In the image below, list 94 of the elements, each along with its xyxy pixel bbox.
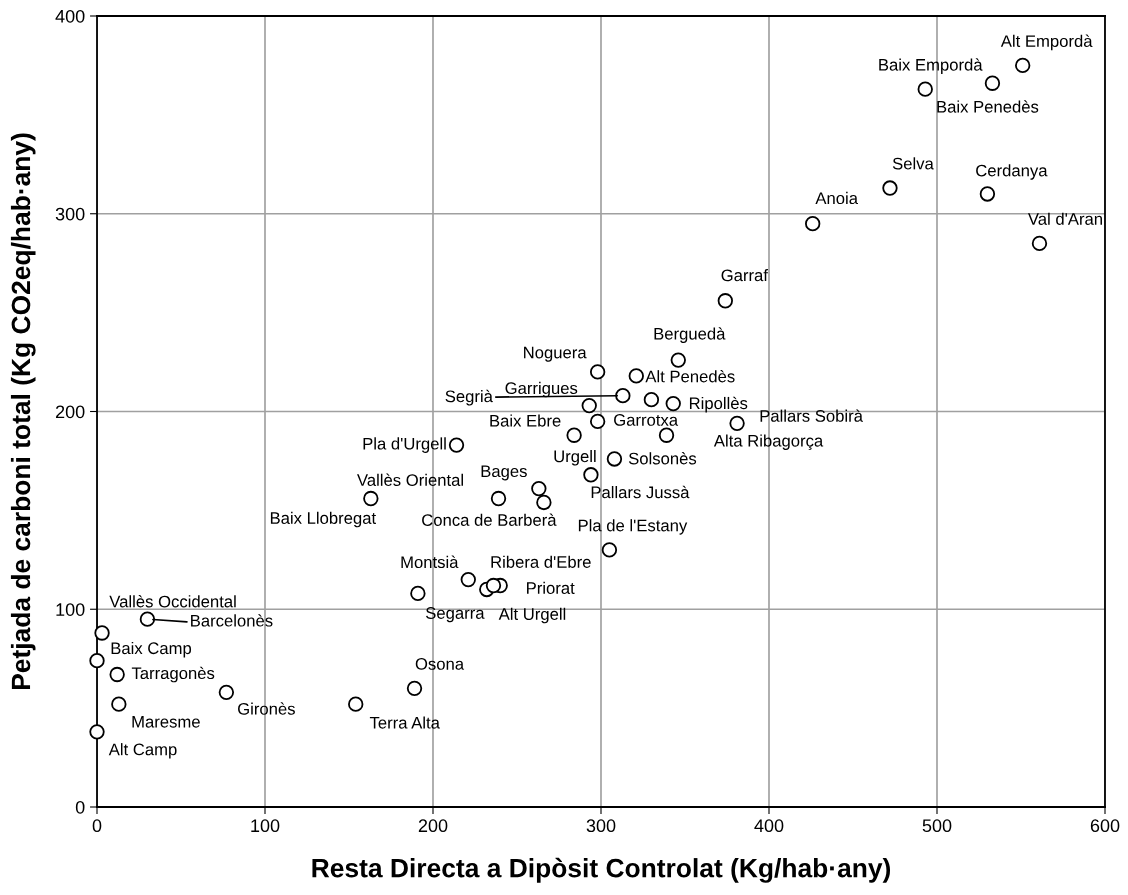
x-tick-label: 400 — [754, 819, 784, 833]
point — [917, 81, 933, 97]
y-tick-label: 300 — [55, 207, 85, 221]
point — [490, 490, 507, 507]
point — [729, 415, 745, 432]
point — [984, 75, 1001, 91]
point — [979, 186, 996, 202]
annotation: Ribera d'Ebre — [491, 555, 591, 568]
x-tick-label: 100 — [251, 819, 280, 833]
annotation: Garrotxa — [614, 414, 679, 426]
x-tick-label: 600 — [1090, 819, 1120, 833]
point — [566, 427, 582, 443]
y-tick-label: 100 — [56, 603, 85, 616]
point — [643, 391, 660, 408]
point — [218, 684, 235, 700]
point — [89, 652, 105, 669]
point — [363, 490, 379, 507]
annotation: Priorat — [527, 581, 575, 594]
point — [717, 293, 733, 309]
annotation: Pla de l'Estany — [578, 519, 688, 535]
point — [89, 724, 105, 740]
point — [589, 364, 606, 380]
point — [460, 571, 476, 588]
annotation: Gironès — [238, 702, 295, 715]
annotation: Selva — [892, 157, 934, 170]
annotation: Alt Penedès — [645, 369, 735, 383]
annotation: Garrigues — [505, 381, 578, 398]
point — [628, 368, 644, 384]
point — [410, 585, 426, 602]
point — [348, 696, 364, 712]
annotation: Alt Empordà — [1000, 34, 1093, 51]
point — [805, 215, 821, 232]
point — [615, 388, 631, 404]
point — [606, 451, 623, 467]
point — [94, 625, 110, 641]
point — [882, 180, 898, 196]
x-axis-title: Resta Directa a Dipòsit Controlat (Kg/hab·any) — [312, 857, 891, 883]
point — [406, 680, 423, 697]
annotation: Solsonès — [628, 452, 697, 465]
x-tick-label: 500 — [922, 819, 952, 833]
annotation: Ripollès — [689, 396, 748, 413]
annotation: Bages — [481, 465, 527, 481]
y-tick-label: 0 — [75, 800, 85, 814]
annotation: Vallès Occidental — [109, 595, 236, 608]
point — [1031, 235, 1048, 252]
y-tick-label: 400 — [55, 9, 85, 23]
point — [109, 666, 125, 683]
annotation: Pallars Jussà — [591, 485, 690, 499]
annotation: Alt Urgell — [498, 607, 566, 624]
annotation: Tarragonès — [131, 666, 215, 683]
y-tick-label: 200 — [55, 405, 85, 419]
x-tick-label: 200 — [418, 819, 448, 833]
point — [583, 467, 599, 483]
annotation: Baix Ebre — [490, 414, 561, 427]
annotation: Pallars Sobirà — [760, 409, 863, 422]
annotation: Conca de Barberà — [422, 513, 557, 526]
point — [601, 542, 618, 558]
annotation: Maresme — [132, 716, 200, 728]
point — [589, 413, 606, 430]
annotation: Alta Ribagorça — [713, 434, 824, 451]
point — [139, 611, 156, 627]
annotation: Segrià — [445, 389, 493, 406]
y-axis-title: Petjada de carboni total (Kg CO2eq/hab·any) — [10, 133, 36, 690]
point — [665, 395, 681, 412]
annotation: Anoia — [815, 191, 858, 205]
point — [1015, 57, 1031, 74]
point — [658, 427, 675, 443]
annotation: Baix Penedès — [937, 100, 1039, 113]
annotation: Baix Camp — [111, 641, 192, 658]
annotation: Pla d'Urgell — [363, 437, 446, 453]
annotation: Barcelonès — [191, 614, 273, 627]
annotation: Osona — [415, 658, 465, 670]
x-tick-label: 0 — [92, 819, 102, 833]
point — [448, 437, 465, 453]
annotation: Alt Camp — [108, 743, 177, 759]
annotation: Terra Alta — [369, 716, 440, 729]
point — [670, 352, 686, 368]
annotation: Montsià — [401, 555, 459, 569]
point — [485, 577, 502, 594]
annotation: Cerdanya — [976, 164, 1048, 180]
annotation: Val d'Aran — [1027, 212, 1102, 225]
annotation: Baix Llobregat — [270, 511, 376, 528]
point — [581, 397, 597, 414]
annotation: Baix Empordà — [879, 58, 983, 75]
x-tick-label: 300 — [586, 819, 616, 833]
annotation: Segarra — [425, 607, 485, 623]
annotation: Garraf — [721, 269, 768, 282]
annotation: Noguera — [524, 346, 587, 362]
point — [531, 480, 547, 497]
annotation: Vallès Oriental — [357, 473, 463, 486]
annotation: Urgell — [554, 450, 596, 466]
annotation: Berguedà — [654, 327, 726, 343]
point — [536, 494, 552, 511]
point — [111, 696, 127, 712]
